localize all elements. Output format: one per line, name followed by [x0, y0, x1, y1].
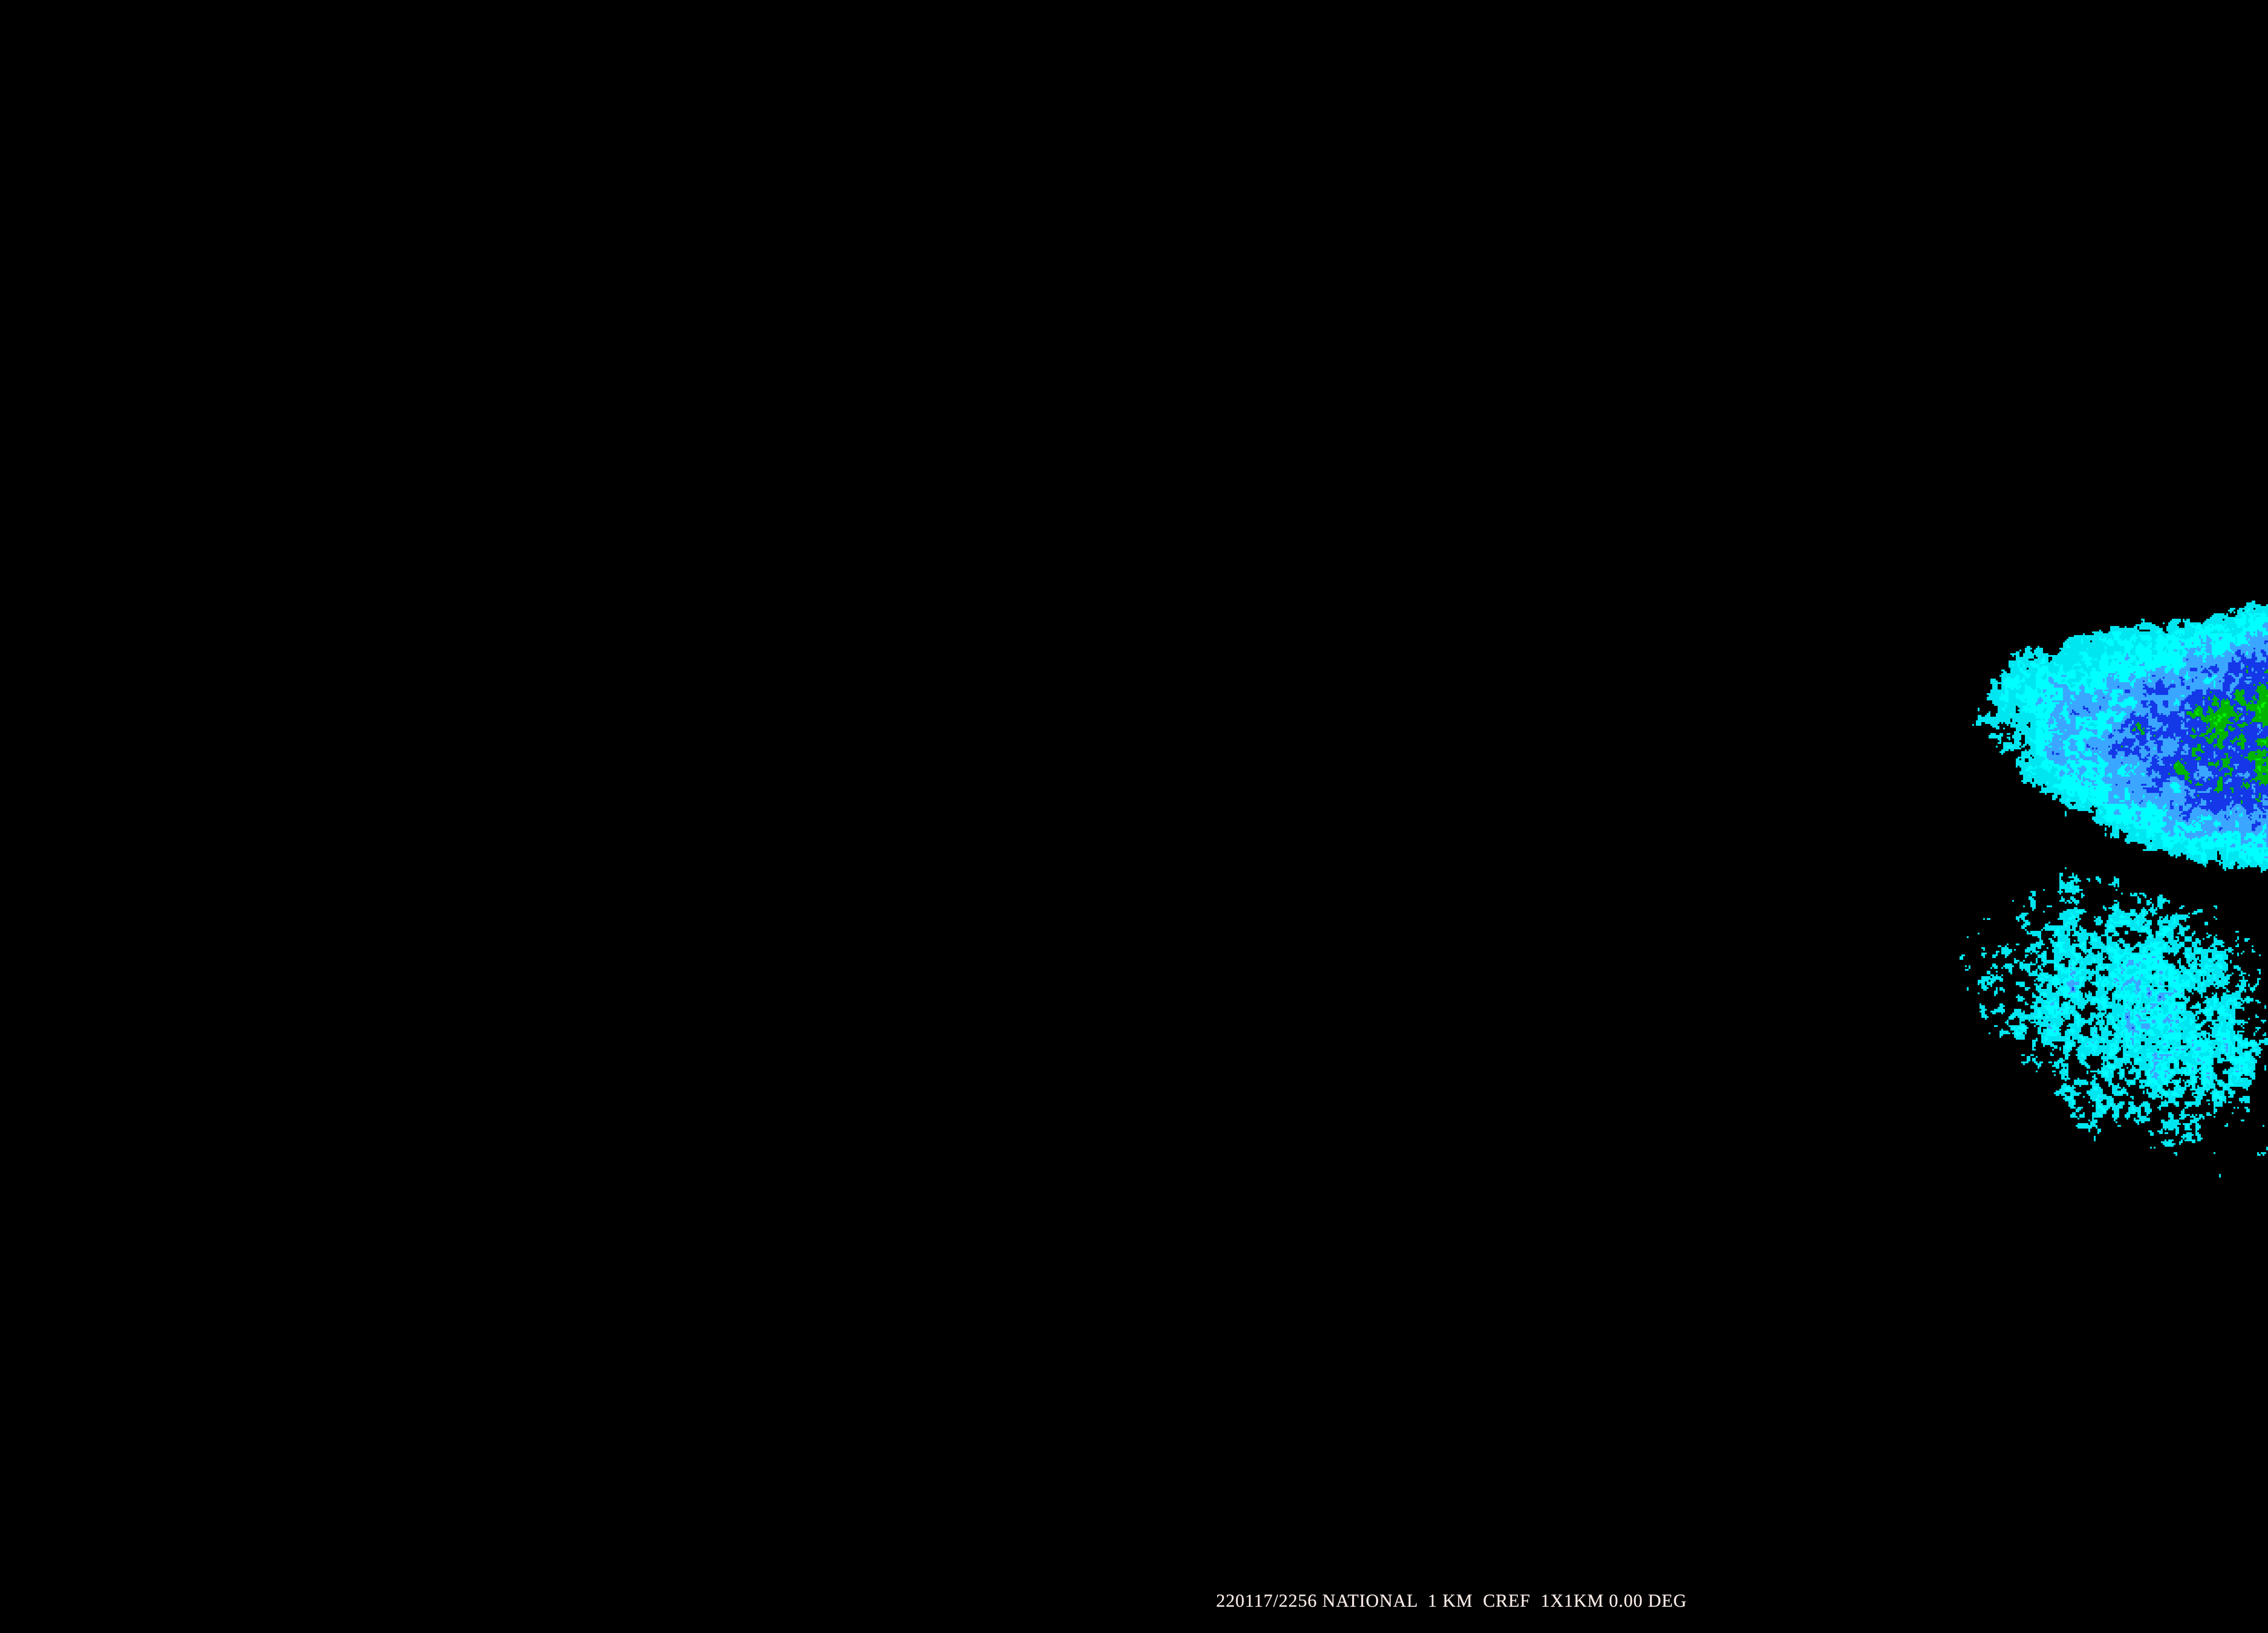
radar-reflectivity-canvas [0, 0, 2268, 1633]
radar-echo-layer [0, 0, 2268, 1633]
radar-display: 220117/2256 NATIONAL 1 KM CREF 1X1KM 0.0… [0, 0, 2268, 1633]
